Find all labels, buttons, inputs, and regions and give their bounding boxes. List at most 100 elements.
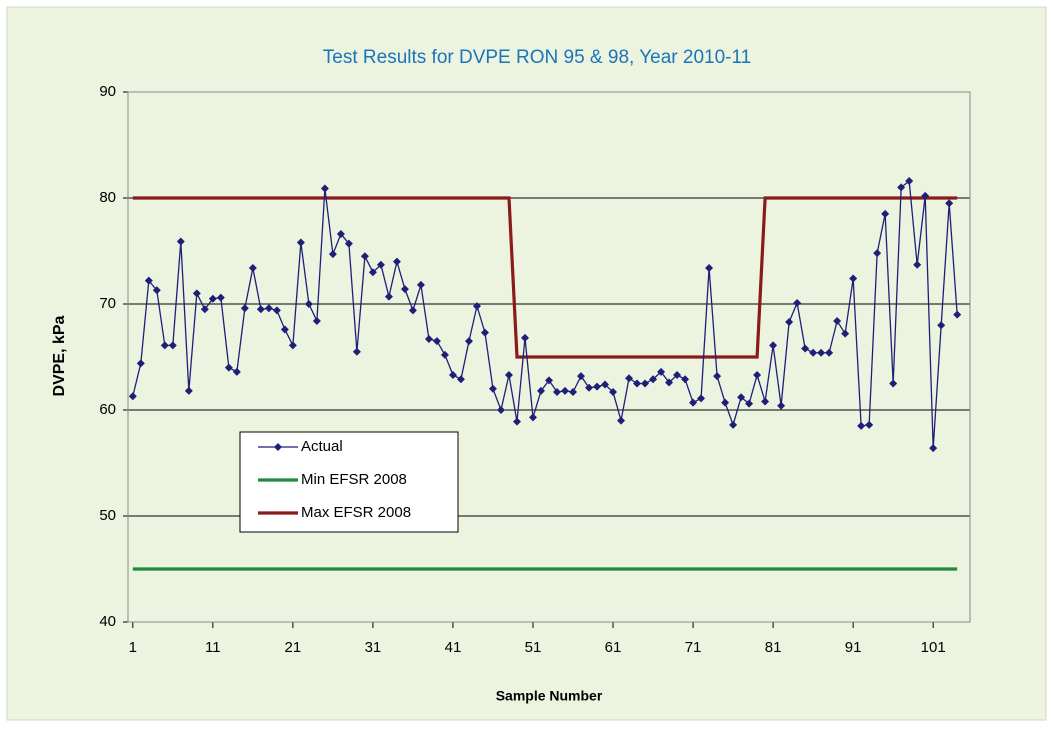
- marker: [240, 304, 249, 313]
- marker: [905, 177, 914, 186]
- marker: [136, 359, 145, 368]
- marker: [713, 372, 722, 381]
- y-tick-label: 60: [99, 401, 116, 418]
- marker: [216, 293, 225, 302]
- marker: [344, 239, 353, 248]
- marker: [561, 386, 570, 395]
- marker: [440, 350, 449, 359]
- marker: [296, 238, 305, 247]
- marker: [569, 387, 578, 396]
- marker: [168, 341, 177, 350]
- x-tick-label: 41: [445, 639, 462, 656]
- y-tick-label: 50: [99, 507, 116, 524]
- x-tick-label: 1: [129, 639, 137, 656]
- marker: [488, 384, 497, 393]
- marker: [769, 341, 778, 350]
- y-tick-label: 80: [99, 189, 116, 206]
- marker: [456, 375, 465, 384]
- y-tick-label: 90: [99, 83, 116, 100]
- marker: [280, 325, 289, 334]
- marker: [873, 249, 882, 258]
- marker: [528, 413, 537, 422]
- series-line: [132, 196, 958, 359]
- marker: [897, 183, 906, 192]
- marker: [496, 406, 505, 414]
- x-tick-label: 101: [921, 639, 946, 656]
- marker: [849, 274, 858, 283]
- marker: [360, 252, 369, 261]
- marker: [721, 398, 730, 407]
- marker: [545, 376, 553, 385]
- marker: [881, 209, 890, 218]
- marker: [609, 387, 618, 396]
- marker: [520, 333, 529, 342]
- legend-marker: [274, 443, 282, 451]
- marker: [729, 420, 738, 429]
- marker: [825, 348, 834, 357]
- marker: [625, 374, 634, 383]
- marker: [641, 379, 650, 388]
- marker: [857, 421, 866, 430]
- marker: [304, 300, 313, 308]
- marker: [152, 286, 161, 295]
- marker: [697, 394, 706, 403]
- marker: [224, 363, 233, 372]
- x-tick-label: 61: [605, 639, 622, 656]
- marker: [913, 260, 922, 269]
- x-tick-label: 51: [525, 639, 542, 656]
- marker: [536, 386, 545, 395]
- marker: [312, 316, 321, 325]
- marker: [865, 420, 874, 429]
- marker: [753, 371, 762, 380]
- marker: [793, 298, 802, 307]
- marker: [408, 306, 417, 315]
- marker: [889, 379, 898, 388]
- marker: [945, 199, 954, 208]
- marker: [160, 341, 169, 350]
- marker: [416, 280, 425, 289]
- marker: [689, 398, 698, 407]
- marker: [464, 337, 473, 346]
- marker: [841, 329, 850, 338]
- marker: [448, 371, 457, 380]
- y-axis-label: DVPE, kPa: [51, 315, 68, 396]
- marker: [288, 341, 297, 350]
- x-tick-label: 11: [205, 639, 221, 656]
- marker: [953, 310, 962, 319]
- marker: [256, 305, 265, 314]
- marker: [785, 318, 794, 327]
- marker: [737, 393, 746, 402]
- marker: [657, 367, 666, 376]
- marker: [801, 344, 810, 353]
- plot-border: [127, 91, 971, 623]
- marker: [480, 328, 489, 337]
- marker: [128, 392, 137, 401]
- marker: [745, 399, 754, 408]
- chart-title: Test Results for DVPE RON 95 & 98, Year …: [323, 47, 751, 68]
- marker: [553, 387, 562, 396]
- marker: [264, 304, 273, 313]
- legend-label: Max EFSR 2008: [301, 504, 411, 521]
- marker: [665, 378, 674, 387]
- marker: [272, 306, 281, 315]
- marker: [673, 371, 682, 380]
- x-tick-label: 91: [845, 639, 862, 656]
- marker: [472, 302, 481, 311]
- x-tick-label: 21: [285, 639, 302, 656]
- y-tick-label: 40: [99, 613, 116, 630]
- marker: [593, 382, 602, 391]
- marker: [817, 348, 826, 357]
- marker: [761, 397, 770, 406]
- marker: [248, 263, 257, 272]
- marker: [400, 285, 409, 294]
- x-tick-label: 31: [365, 639, 382, 656]
- marker: [184, 386, 193, 395]
- x-axis-label: Sample Number: [496, 688, 603, 704]
- x-tick-label: 71: [685, 639, 702, 656]
- marker: [577, 372, 586, 381]
- legend-label: Actual: [301, 438, 343, 455]
- marker: [777, 401, 786, 410]
- marker: [200, 305, 209, 314]
- marker: [376, 260, 385, 269]
